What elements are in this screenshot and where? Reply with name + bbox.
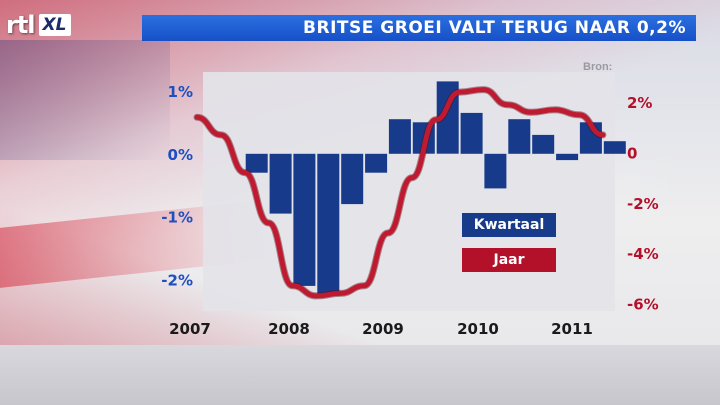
bar-2010q4	[556, 153, 579, 161]
left-tick-label-2: -1%	[161, 209, 193, 227]
right-tick-label-1: 0	[627, 145, 637, 163]
background-bottom-band	[0, 345, 720, 405]
rtl-xl-logo: rtl XL	[6, 10, 71, 40]
left-tick-label-1: 0%	[168, 146, 193, 164]
title-bar: BRITSE GROEI VALT TERUG NAAR 0,2%	[142, 15, 696, 41]
right-tick-label-3: -4%	[627, 245, 659, 263]
bar-2009q1	[388, 119, 411, 154]
x-tick-label-2009: 2009	[362, 320, 404, 338]
bar-2010q2	[508, 119, 531, 154]
right-tick-label-0: 2%	[627, 94, 652, 112]
logo-xl-text: XL	[38, 14, 71, 36]
chart-title: BRITSE GROEI VALT TERUG NAAR 0,2%	[303, 18, 686, 38]
bar-2008q2	[317, 153, 340, 296]
x-tick-label-2011: 2011	[551, 320, 593, 338]
jaar-line	[194, 87, 606, 299]
logo-rtl-text: rtl	[6, 11, 36, 39]
bar-2008q1	[293, 153, 316, 286]
legend-kwartaal: Kwartaal	[462, 213, 556, 237]
bar-2008q4	[365, 153, 388, 173]
bar-2007q3	[245, 153, 268, 173]
left-tick-label-3: -2%	[161, 272, 193, 290]
x-tick-label-2007: 2007	[169, 320, 211, 338]
bar-2007q4	[269, 153, 292, 214]
bar-2010q3	[532, 134, 555, 154]
bar-2009q4	[460, 112, 483, 154]
bar-2008q3	[341, 153, 364, 205]
x-tick-label-2008: 2008	[268, 320, 310, 338]
bar-2010q1	[484, 153, 507, 189]
right-tick-label-2: -2%	[627, 195, 659, 213]
bar-2011q2	[603, 141, 626, 154]
right-tick-label-4: -6%	[627, 296, 659, 314]
background-flag-blue	[0, 40, 170, 160]
left-tick-label-0: 1%	[168, 83, 193, 101]
source-label: Bron:	[583, 61, 613, 73]
x-tick-label-2010: 2010	[457, 320, 499, 338]
legend-jaar: Jaar	[462, 248, 556, 272]
